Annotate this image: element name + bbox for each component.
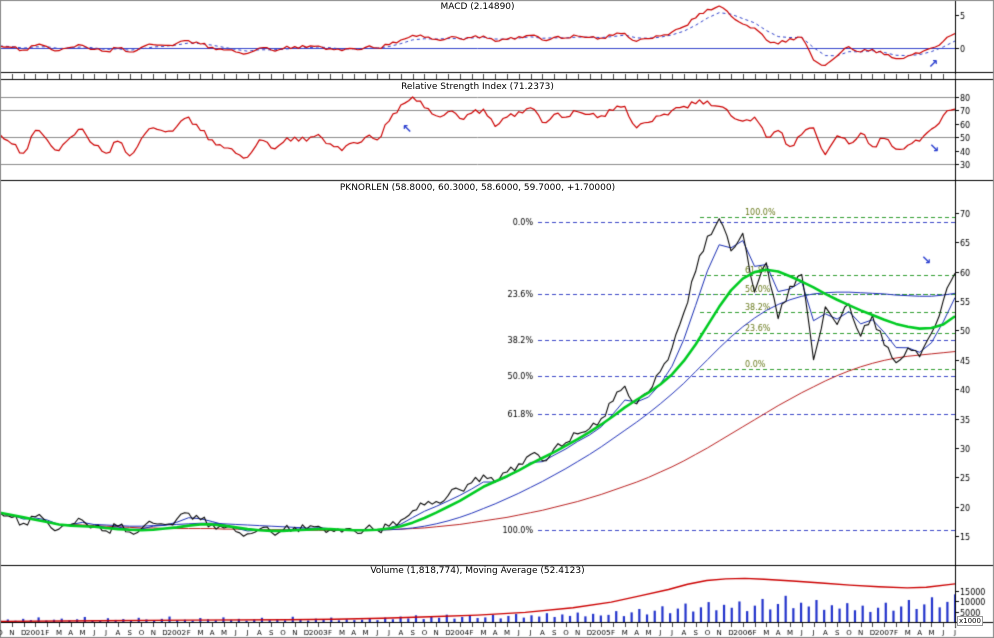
volume-unit-label: x1000 <box>957 616 983 626</box>
